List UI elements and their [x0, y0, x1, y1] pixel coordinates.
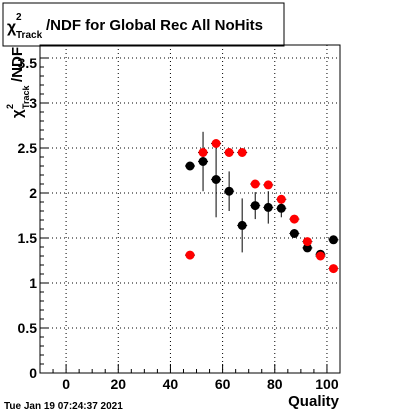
x-tick-label: 20 [110, 376, 126, 392]
black-point [224, 186, 234, 196]
ylabel-sub: Track [21, 84, 31, 109]
black-point [263, 202, 273, 212]
y-tick-label: 2.5 [18, 140, 38, 156]
y-tick-label: 1 [29, 275, 37, 291]
y-tick-label: 0.5 [18, 320, 38, 336]
red-point [263, 180, 273, 190]
y-tick-label: 1.5 [18, 230, 38, 246]
x-tick-label: 100 [315, 376, 339, 392]
red-point [276, 194, 286, 204]
y-tick-label: 2 [29, 185, 37, 201]
y-tick-label: 0 [29, 365, 37, 381]
red-point [224, 148, 234, 157]
x-tick-label: 0 [62, 376, 70, 392]
red-point [211, 139, 221, 148]
red-point [237, 148, 247, 157]
ylabel-sup: 2 [5, 104, 15, 109]
title-sub: Track [16, 30, 43, 41]
y-tick-label: 3.5 [18, 55, 38, 71]
red-point [328, 264, 338, 274]
black-point [250, 201, 260, 211]
y-axis-title: χ 2 Track /NDF [5, 47, 31, 118]
red-point [289, 214, 299, 224]
red-point [302, 237, 312, 247]
title-sup: 2 [16, 12, 22, 23]
black-point [185, 161, 195, 171]
black-point [276, 203, 286, 213]
chart-title: χ 2 Track /NDF for Global Rec All NoHits [2, 2, 285, 47]
black-point [328, 235, 338, 245]
axes: 0 20 40 60 80 100 0 0.5 1 1.5 2 2.5 3 3.5 [18, 55, 341, 392]
ylabel-rest: /NDF [9, 47, 26, 82]
x-axis-title: Quality [288, 393, 340, 410]
x-tick-label: 60 [215, 376, 231, 392]
black-point [211, 175, 221, 184]
red-point [198, 148, 208, 157]
data-points [185, 131, 339, 274]
title-main: /NDF for Global Rec All NoHits [46, 17, 263, 34]
red-point [185, 250, 195, 260]
x-tick-label: 80 [267, 376, 283, 392]
ylabel-chi: χ [9, 109, 26, 118]
black-point [198, 157, 208, 166]
black-point [237, 220, 247, 230]
plot-frame [39, 44, 341, 374]
title-chi: χ [7, 19, 17, 36]
red-point [315, 251, 325, 261]
red-point [250, 179, 260, 189]
timestamp: Tue Jan 19 07:24:37 2021 [4, 401, 123, 412]
grid [40, 45, 340, 374]
black-point [289, 229, 299, 238]
y-tick-label: 3 [29, 95, 37, 111]
x-tick-label: 40 [163, 376, 179, 392]
